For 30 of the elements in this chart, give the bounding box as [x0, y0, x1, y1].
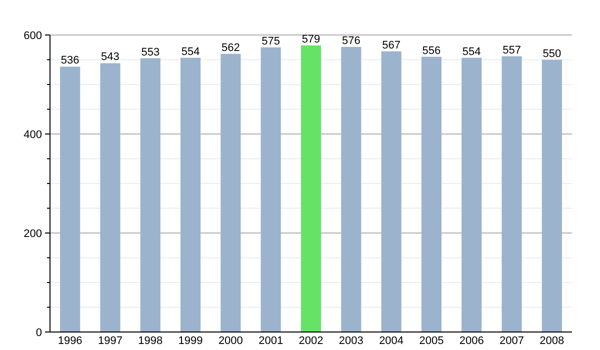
x-tick-label: 2003 — [338, 335, 364, 347]
y-tick-label: 400 — [24, 128, 42, 141]
x-tick-label: 2007 — [500, 335, 524, 347]
x-tick-label: 2008 — [540, 335, 564, 347]
data-label: 554 — [181, 46, 200, 58]
x-tick-label: 2002 — [298, 335, 324, 347]
x-tick-label: 2001 — [258, 335, 284, 347]
data-label: 543 — [101, 51, 120, 64]
data-label: 554 — [462, 46, 481, 58]
data-label: 550 — [542, 48, 562, 60]
x-tick-label: 2000 — [218, 335, 243, 347]
y-tick-label: 600 — [24, 30, 42, 42]
x-tick-label: 2004 — [379, 335, 404, 347]
data-label: 576 — [342, 34, 360, 47]
x-tick-label: 1997 — [98, 335, 122, 347]
data-label: 553 — [141, 46, 160, 58]
y-tick-label: 0 — [36, 326, 42, 339]
x-tick-label: 2006 — [459, 335, 484, 347]
y-tick-label: 200 — [24, 228, 42, 240]
data-label: 562 — [222, 42, 240, 54]
x-tick-label: 2005 — [419, 335, 444, 347]
x-tick-label: 1996 — [58, 335, 82, 347]
data-label: 557 — [502, 44, 521, 56]
data-label: 567 — [382, 39, 400, 52]
data-label: 536 — [60, 54, 80, 67]
x-tick-label: 1999 — [178, 335, 203, 347]
data-label: 575 — [262, 35, 280, 48]
data-label: 579 — [302, 33, 320, 46]
x-tick-label: 1998 — [138, 335, 163, 347]
data-label: 556 — [422, 44, 441, 57]
